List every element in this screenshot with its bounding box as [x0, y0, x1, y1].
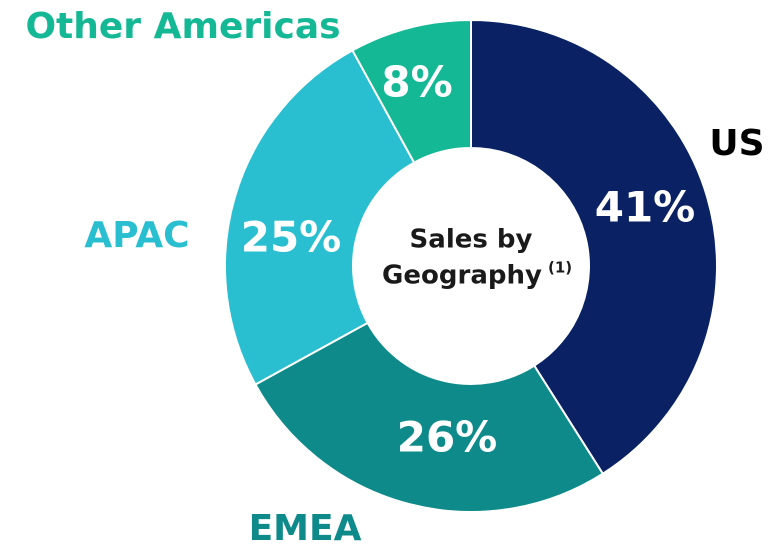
value-label: 26% [397, 413, 498, 462]
category-label: APAC [84, 215, 189, 256]
value-label: 25% [241, 213, 342, 262]
value-label: 41% [595, 183, 696, 232]
donut-slice [470, 18, 718, 476]
center-title-line: Geography [382, 261, 542, 291]
donut-slice [254, 321, 605, 513]
center-title-superscript: (1) [548, 259, 572, 277]
donut-slice [224, 49, 416, 386]
center-title-line: Sales by [410, 225, 533, 255]
category-label: US [709, 123, 764, 164]
category-label: EMEA [249, 508, 362, 549]
donut-slice [351, 18, 472, 164]
value-label: 8% [381, 58, 452, 107]
category-label: Other Americas [25, 6, 340, 47]
